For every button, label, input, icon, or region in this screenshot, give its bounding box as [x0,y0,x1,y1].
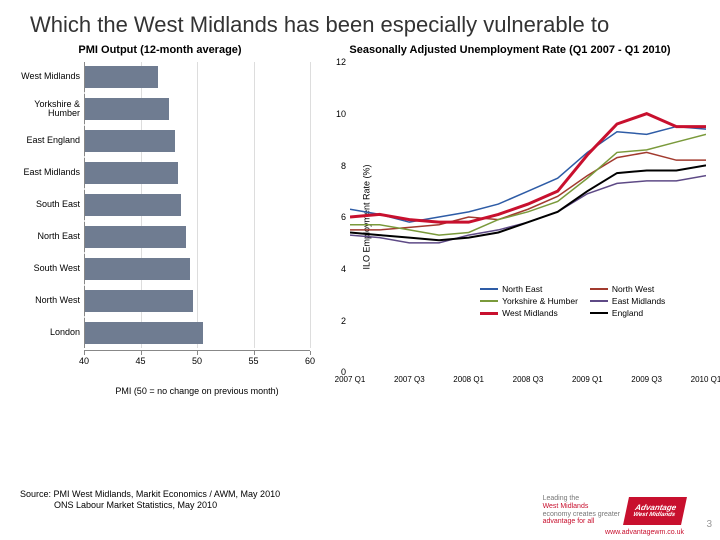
logo-mark: Advantage West Midlands [623,497,687,525]
bar-chart-x-axis: 4045505560 [84,350,310,370]
bar-x-tick-label: 55 [248,356,258,366]
bar [85,162,178,184]
brand-logo: Leading the West Midlands economy create… [543,495,684,526]
bar-x-tick-label: 50 [192,356,202,366]
line-y-tick-label: 2 [341,316,350,326]
line-y-tick-label: 4 [341,264,350,274]
page-title: Which the West Midlands has been especia… [0,0,720,44]
bar-label: North East [10,232,84,242]
legend-item: West Midlands [480,308,578,318]
logo-url: www.advantagewm.co.uk [605,529,684,536]
pmi-bar-chart: PMI Output (12-month average) West Midla… [10,44,310,396]
logo-tag-4: advantage for all [543,518,620,526]
bar-label: North West [10,296,84,306]
bar-chart-title: PMI Output (12-month average) [10,44,310,56]
line-chart-legend: North East North West Yorkshire & Humber Ea… [478,282,667,320]
legend-label: England [612,308,643,318]
bar-label: Yorkshire & Humber [10,100,84,120]
bar-label: East Midlands [10,168,84,178]
legend-item: East Midlands [590,296,665,306]
legend-item: Yorkshire & Humber [480,296,578,306]
bar-row: West Midlands [10,62,310,92]
bar [85,258,190,280]
bar-label: South East [10,200,84,210]
bar [85,290,193,312]
line-chart-svg [350,62,706,372]
line-x-tick-label: 2009 Q3 [631,372,662,384]
legend-label: North West [612,284,654,294]
legend-label: West Midlands [502,308,558,318]
series-line [350,127,706,223]
bar-row: London [10,318,310,348]
unemployment-line-chart: Seasonally Adjusted Unemployment Rate (Q… [310,44,710,396]
source-citation: Source: PMI West Midlands, Markit Econom… [20,489,280,512]
bar [85,194,181,216]
bar-row: North West [10,286,310,316]
line-y-tick-label: 12 [336,57,350,67]
bar-row: East England [10,126,310,156]
bar-chart-x-label: PMI (50 = no change on previous month) [84,386,310,396]
logo-brand-1: Advantage [634,504,677,512]
logo-tag-3: economy creates greater [543,511,620,519]
line-y-tick-label: 6 [341,212,350,222]
line-x-tick-label: 2010 Q1 [691,372,720,384]
line-chart-title: Seasonally Adjusted Unemployment Rate (Q… [310,44,710,56]
bar-label: London [10,328,84,338]
legend-item: England [590,308,665,318]
logo-tagline: Leading the West Midlands economy create… [543,495,620,526]
line-x-tick-label: 2007 Q1 [335,372,366,384]
bar [85,226,186,248]
charts-container: PMI Output (12-month average) West Midla… [0,44,720,396]
legend-label: East Midlands [612,296,665,306]
line-x-tick-label: 2007 Q3 [394,372,425,384]
slide-number: 3 [706,519,712,530]
line-x-tick-label: 2009 Q1 [572,372,603,384]
bar-label: East England [10,136,84,146]
legend-item: North West [590,284,665,294]
bar [85,130,175,152]
line-chart-plot: ILO Employment Rate (%) North EastNorth … [350,62,706,372]
logo-tag-1: Leading the [543,495,620,503]
bar-row: East Midlands [10,158,310,188]
line-x-tick-label: 2008 Q3 [513,372,544,384]
legend-item: North East [480,284,578,294]
bar-label: West Midlands [10,72,84,82]
legend-label: Yorkshire & Humber [502,296,578,306]
bar-label: South West [10,264,84,274]
series-line [350,114,706,223]
bar-row: South West [10,254,310,284]
legend-label: North East [502,284,542,294]
bar [85,66,158,88]
bar-x-tick-label: 40 [79,356,89,366]
line-x-tick-label: 2008 Q1 [453,372,484,384]
bar-chart-body: West Midlands Yorkshire & Humber East Engl… [10,62,310,348]
bar [85,98,169,120]
bar-x-tick-label: 45 [135,356,145,366]
bar [85,322,203,344]
bar-row: Yorkshire & Humber [10,94,310,124]
bar-row: North East [10,222,310,252]
source-line-1: Source: PMI West Midlands, Markit Econom… [20,489,280,501]
source-line-2: ONS Labour Market Statistics, May 2010 [20,500,280,512]
logo-tag-2: West Midlands [543,503,620,511]
line-y-tick-label: 8 [341,161,350,171]
line-y-tick-label: 10 [336,109,350,119]
bar-row: South East [10,190,310,220]
logo-brand-2: West Midlands [633,512,676,518]
